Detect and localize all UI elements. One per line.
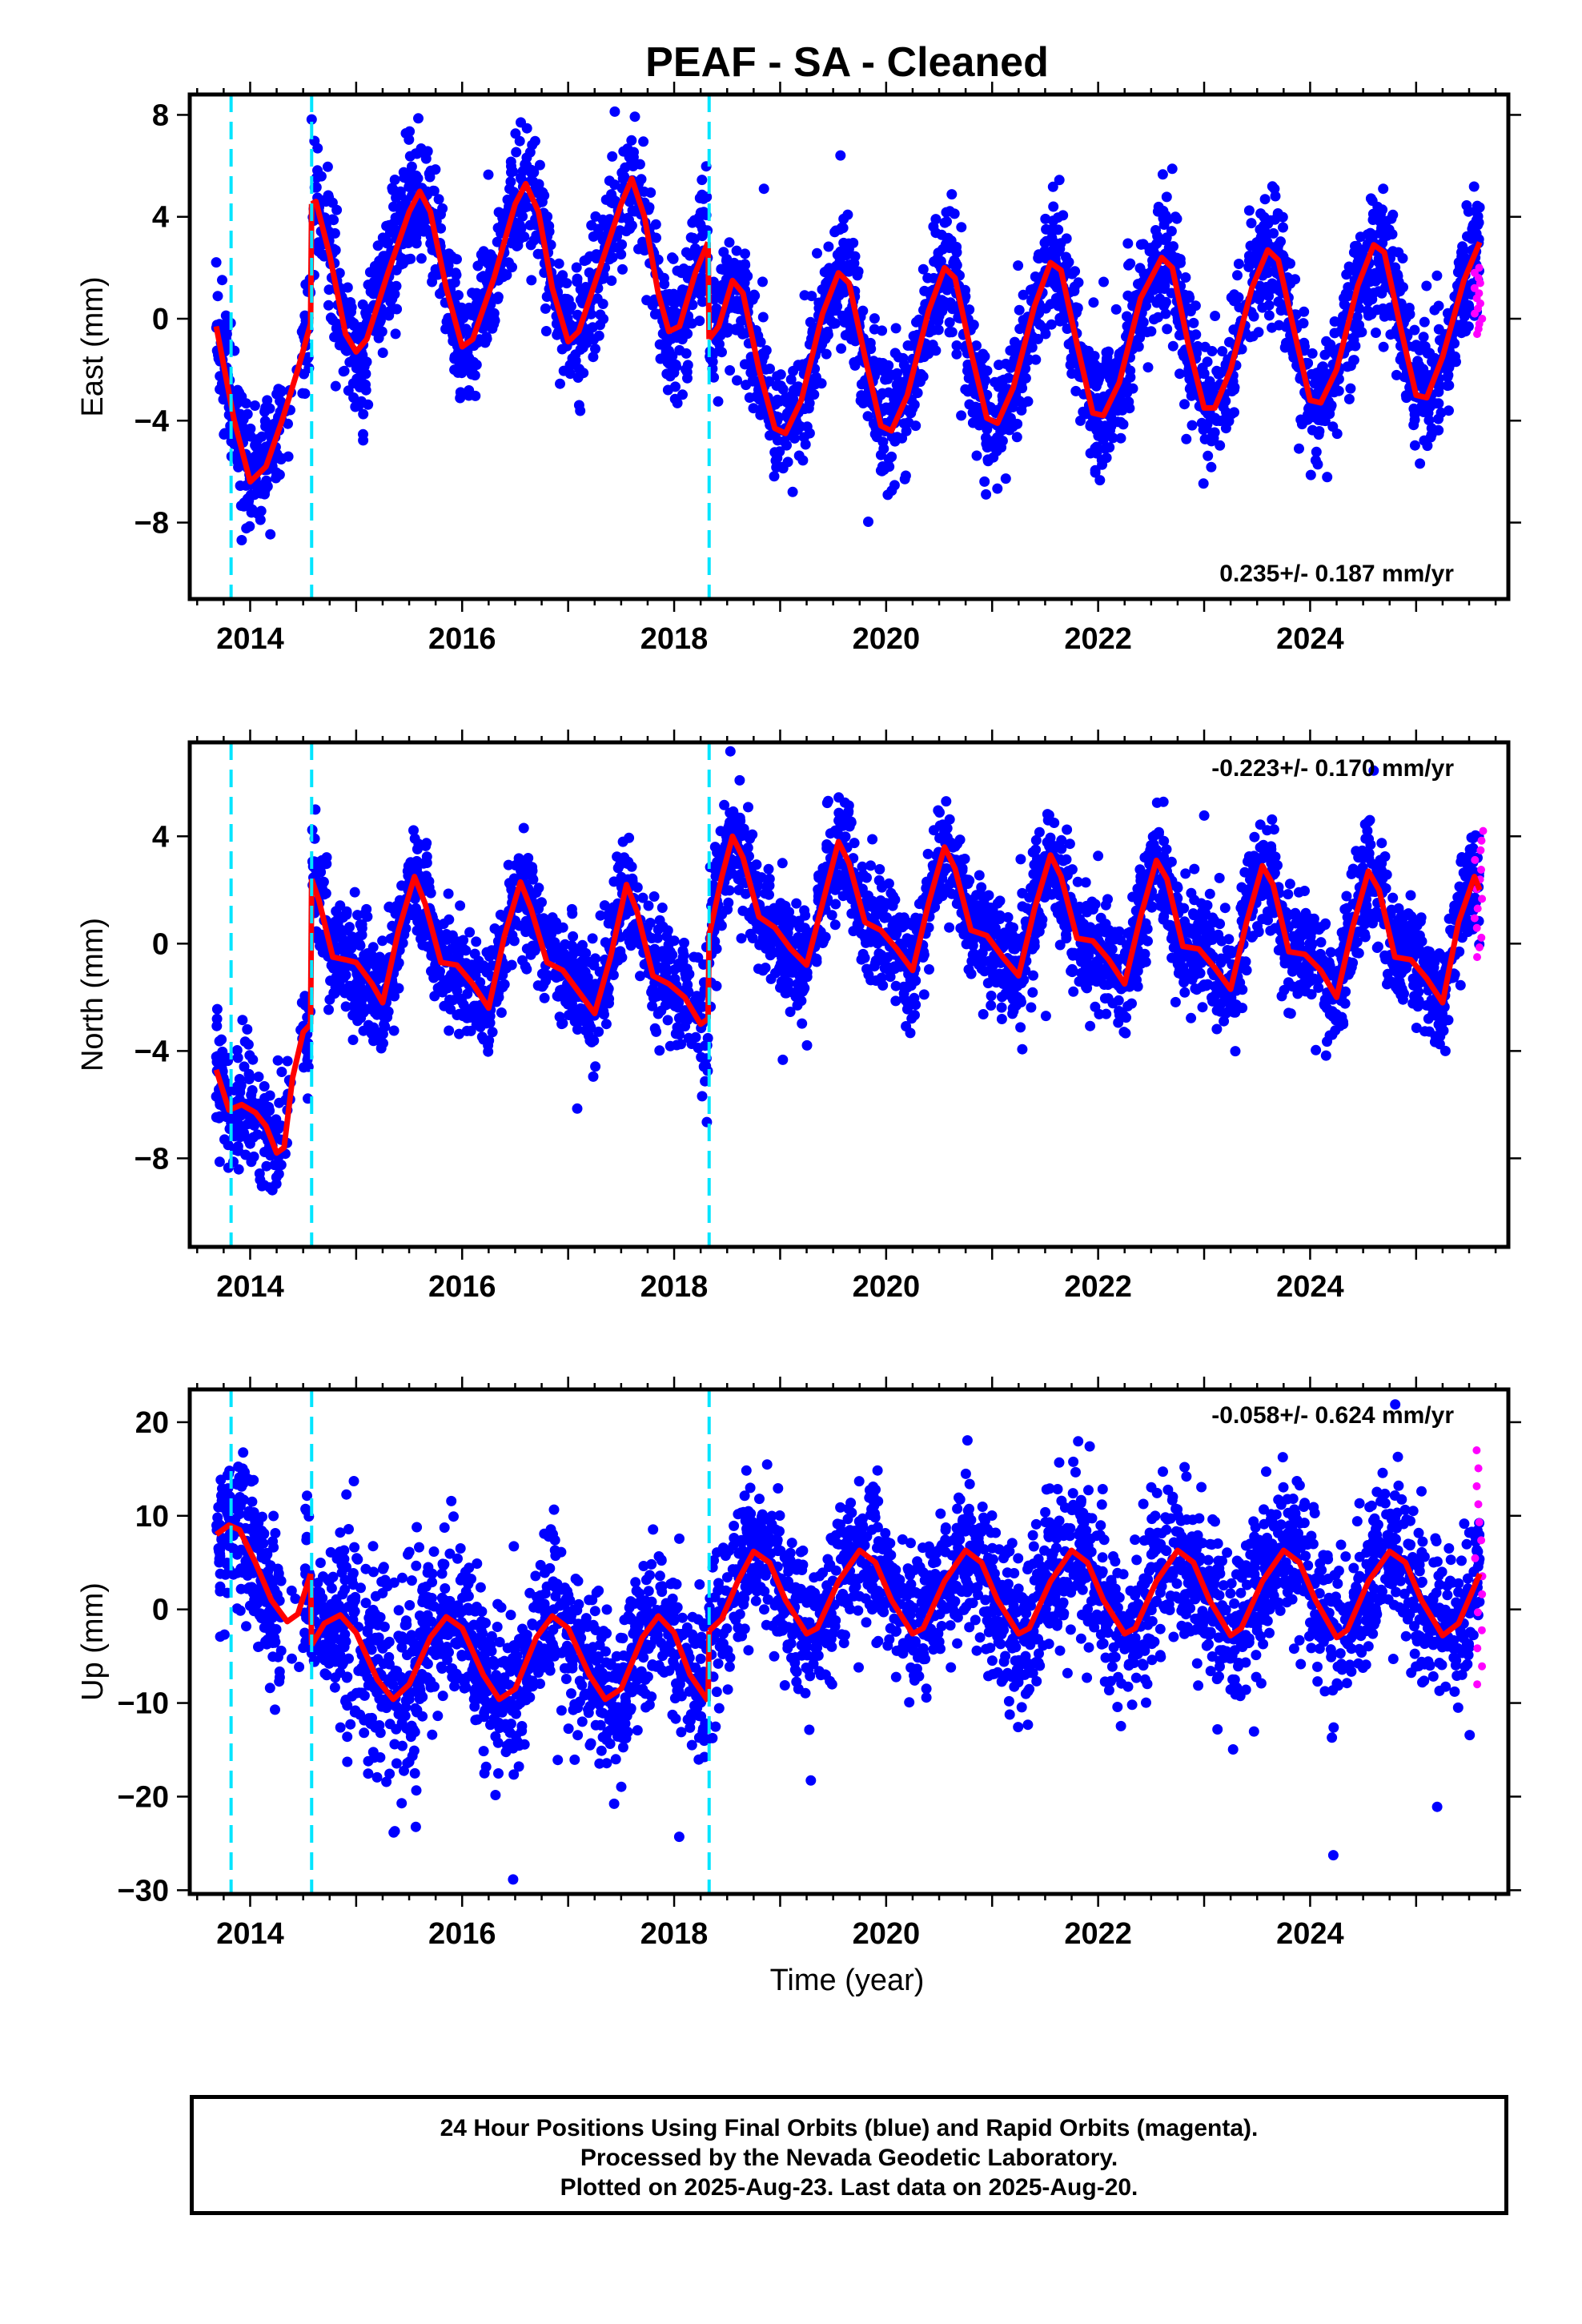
east-ytick-label: −4 [135,404,169,438]
north-rapid-orbit-points [1470,826,1488,962]
east-final-orbit-points [211,106,1485,545]
up-ytick-label: −20 [118,1780,169,1814]
up-panel: 2014 2016 2018 2020 2022 2024 −30 −20 −10 0 10 20 Up… [76,1377,1521,1951]
up-plot-area [211,1389,1487,1894]
panels-group: 2014 2016 2018 2020 2022 2024 −8 −4 0 4 8 East (mm)… [76,82,1521,1951]
east-xtick-label: 2022 [1064,622,1132,656]
north-final-orbit-points [211,746,1485,1196]
north-panel: 2014 2016 2018 2020 2022 2024 −8 −4 0 4 North (mm)… [76,730,1521,1304]
up-xtick-label: 2018 [640,1917,709,1951]
north-model-fit-segment-2 [308,874,710,1027]
figure-title: PEAF - SA - Cleaned [645,39,1049,86]
up-xtick-label: 2016 [428,1917,496,1951]
east-xtick-label: 2024 [1276,622,1344,656]
up-frame [187,1387,1511,1896]
up-model-fit-segment-3 [707,1547,1483,1641]
north-ytick-label: −4 [135,1035,169,1068]
north-model-fit-segment-3 [706,833,1483,1006]
north-xtick-label: 2014 [216,1270,284,1304]
north-xtick-label: 2018 [640,1270,709,1304]
north-y-axis-title: North (mm) [76,918,110,1072]
east-panel: 2014 2016 2018 2020 2022 2024 −8 −4 0 4 8 East (mm)… [76,82,1521,656]
east-ytick-label: 4 [152,201,169,235]
north-model-fit-segment-1 [213,1022,313,1156]
east-ytick-label: 0 [152,303,169,336]
footer-line-3: Plotted on 2025-Aug-23. Last data on 202… [560,2174,1138,2201]
east-xtick-label: 2014 [216,622,284,656]
east-xtick-label: 2020 [853,622,921,656]
east-model-fit-segment-2 [310,175,711,355]
east-model-fit-segment-1 [213,323,314,485]
north-ytick-label: −8 [135,1142,169,1176]
footer-caption-box: 24 Hour Positions Using Final Orbits (bl… [190,2095,1508,2215]
up-y-axis-title: Up (mm) [76,1582,110,1701]
north-plot-area [211,742,1488,1247]
up-xtick-label: 2014 [216,1917,284,1951]
east-rapid-orbit-points [1470,263,1487,339]
up-ytick-label: 20 [135,1406,169,1440]
east-xtick-label: 2018 [640,622,709,656]
up-xtick-label: 2022 [1064,1917,1132,1951]
up-ytick-label: −10 [118,1687,169,1721]
up-rapid-orbit-points [1471,1446,1487,1689]
up-ytick-label: 10 [135,1500,169,1534]
north-ytick-label: 0 [152,927,169,961]
north-xtick-label: 2020 [853,1270,921,1304]
north-xtick-label: 2022 [1064,1270,1132,1304]
up-ytick-label: −30 [118,1874,169,1908]
north-xtick-label: 2016 [428,1270,496,1304]
north-rate-label: -0.223+/- 0.170 mm/yr [1211,755,1454,782]
east-y-axis-title: East (mm) [76,276,110,416]
east-frame [187,92,1511,601]
up-xtick-label: 2020 [853,1917,921,1951]
east-rate-label: 0.235+/- 0.187 mm/yr [1219,561,1454,587]
east-model-fit-segment-3 [706,241,1483,436]
up-rate-label: -0.058+/- 0.624 mm/yr [1211,1402,1454,1429]
footer-line-1: 24 Hour Positions Using Final Orbits (bl… [440,2115,1259,2141]
east-plot-area [211,94,1487,599]
footer-line-2: Processed by the Nevada Geodetic Laborat… [580,2145,1118,2171]
east-xtick-label: 2016 [428,622,496,656]
up-xtick-label: 2024 [1276,1917,1344,1951]
east-ytick-label: 8 [152,99,169,132]
up-final-orbit-points [211,1399,1485,1885]
east-ytick-label: −8 [135,507,169,541]
up-ytick-label: 0 [152,1594,169,1627]
north-ytick-label: 4 [152,820,169,854]
north-xtick-label: 2024 [1276,1270,1344,1304]
north-frame [187,740,1511,1249]
x-axis-title: Time (year) [770,1964,925,1997]
up-model-fit-segment-2 [309,1612,711,1703]
